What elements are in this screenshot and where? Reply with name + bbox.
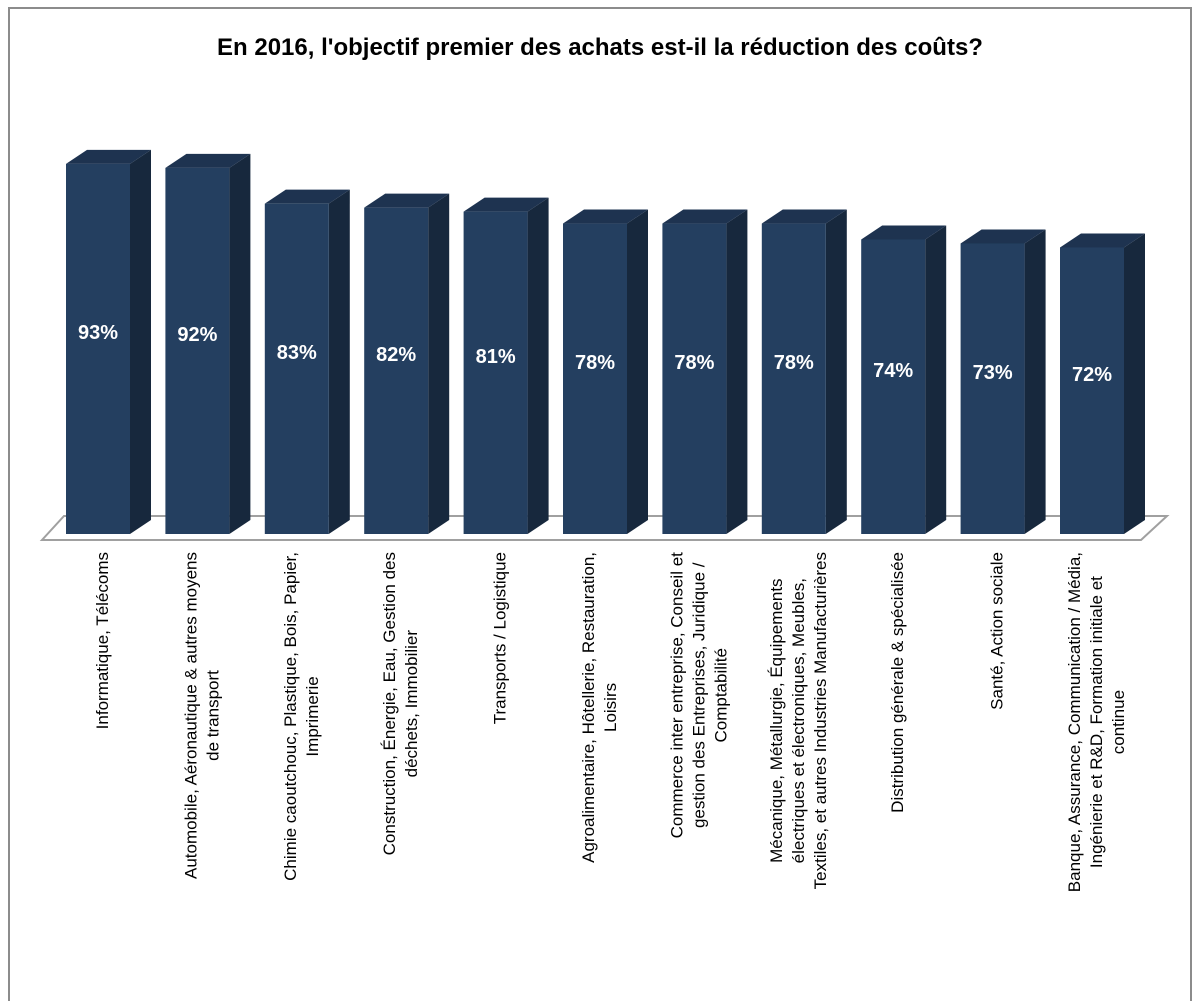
bar-side (925, 225, 947, 535)
data-label-7: 78% (674, 352, 714, 374)
bar-front (264, 203, 329, 534)
data-label-3: 83% (277, 342, 317, 364)
bar-front (960, 243, 1025, 534)
chart-floor (39, 515, 1170, 541)
category-label-5: Transports / Logistique (491, 552, 510, 724)
bar-1 (66, 149, 151, 535)
bar-side (1124, 233, 1145, 534)
data-label-4: 82% (376, 344, 416, 366)
bar-4 (364, 193, 450, 534)
category-label-4: Construction, Énergie, Eau, Gestion des d… (380, 552, 421, 855)
category-label-10: Santé, Action sociale (988, 552, 1007, 710)
bar-3 (264, 189, 350, 534)
bar-9 (861, 225, 947, 535)
bar-side (527, 197, 549, 534)
bar-front (662, 223, 727, 534)
bar-5 (463, 197, 549, 534)
data-label-6: 78% (575, 352, 615, 374)
bar-top (364, 193, 450, 208)
bar-top (66, 149, 151, 164)
bar-side (726, 209, 748, 534)
bar-2 (165, 153, 251, 534)
bar-front (1060, 247, 1124, 534)
category-label-3: Chimie caoutchouc, Plastique, Bois, Papi… (281, 552, 322, 881)
bar-front (463, 211, 528, 534)
data-label-8: 78% (774, 352, 814, 374)
bar-front (861, 239, 926, 535)
bar-top (662, 209, 748, 224)
data-label-1: 93% (78, 322, 118, 344)
bar-top (761, 209, 847, 224)
bar-front (761, 223, 826, 534)
category-label-1: Informatique, Télécoms (93, 552, 112, 729)
bar-10 (960, 229, 1046, 534)
bar-side (1024, 229, 1046, 534)
bar-side (328, 189, 350, 534)
data-label-5: 81% (476, 346, 516, 368)
bar-top (165, 153, 251, 168)
bar-top (463, 197, 549, 212)
bar-side (130, 149, 151, 535)
bar-series: 93% 92% 83% 82% 81% 78% 78% 78% 74% 73% 72% (66, 149, 1145, 535)
data-label-11: 72% (1072, 364, 1112, 386)
bar-top (1060, 233, 1145, 248)
bar-side (825, 209, 847, 534)
data-label-9: 74% (873, 360, 913, 382)
bar-front (66, 163, 130, 535)
bar-8 (761, 209, 847, 534)
bar-top (861, 225, 947, 240)
bar-side (627, 209, 648, 534)
data-label-10: 73% (973, 362, 1013, 384)
category-label-2: Automobile, Aéronautique & autres moyens… (181, 552, 222, 879)
bar-front (364, 207, 429, 534)
bar-11 (1060, 233, 1145, 534)
category-label-8: Mécanique, Métallurgie, Équipements élect… (767, 552, 830, 889)
bar-6 (563, 209, 648, 534)
bar-front (563, 223, 627, 534)
bar-top (264, 189, 350, 204)
category-label-9: Distribution générale & spécialisée (888, 552, 907, 813)
bar-side (428, 193, 450, 534)
bar-7 (662, 209, 748, 534)
bar-side (229, 153, 251, 534)
category-labels: Informatique, Télécoms Automobile, Aérona… (93, 552, 1128, 892)
category-label-7: Commerce inter entreprise, Conseil et ges… (667, 552, 730, 839)
bar-top (563, 209, 648, 224)
data-label-2: 92% (177, 324, 217, 346)
category-label-11: Banque, Assurance, Communication / Média… (1065, 552, 1128, 892)
chart-title: En 2016, l'objectif premier des achats e… (217, 34, 983, 61)
bar-top (960, 229, 1046, 244)
bar-front (165, 167, 230, 534)
floor-outline (39, 515, 1170, 541)
category-label-6: Agroalimentaire, Hôtellerie, Restauratio… (579, 552, 620, 863)
